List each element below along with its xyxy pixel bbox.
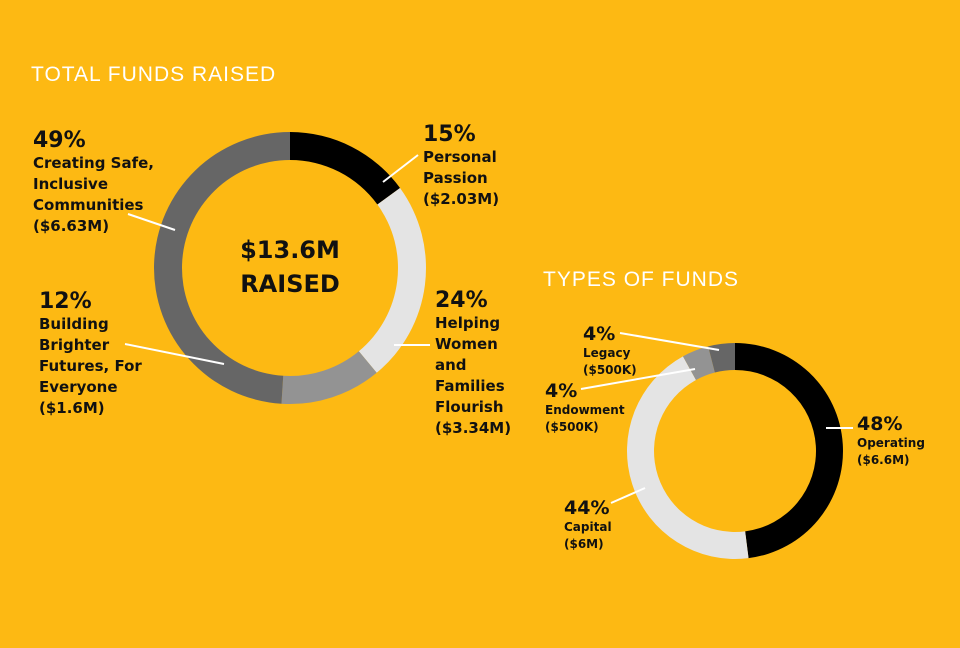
- leader-line-legacy: [619, 332, 720, 351]
- donut-segment-helping-women-and-families-flourish: [358, 188, 426, 373]
- donut-segment-capital: [626, 356, 749, 560]
- leader-lines: [124, 154, 853, 504]
- donut-segment-operating: [735, 343, 844, 559]
- donut-segment-creating-safe-inclusive-communities: [154, 132, 290, 404]
- total-funds-donut: [154, 132, 426, 404]
- label-personal-passion: 15% Personal Passion ($2.03M): [423, 122, 500, 209]
- label-building-brighter: 12% Building Brighter Futures, For Every…: [39, 289, 142, 418]
- total-raised-center: $13.6M RAISED: [190, 233, 390, 301]
- total-funds-title: TOTAL FUNDS RAISED: [31, 63, 277, 86]
- label-creating-safe: 49% Creating Safe, Inclusive Communities…: [33, 128, 154, 236]
- label-operating: 48% Operating ($6.6M): [857, 413, 925, 468]
- leader-line-capital: [610, 487, 646, 504]
- types-of-funds-title: TYPES OF FUNDS: [543, 268, 740, 291]
- label-capital: 44% Capital ($6M): [564, 497, 612, 552]
- types-of-funds-donut: [626, 342, 844, 560]
- total-raised-label: RAISED: [240, 270, 340, 298]
- leader-line-personal-passion: [382, 154, 419, 183]
- leader-line-building-brighter: [124, 343, 225, 365]
- donut-segment-endowment: [682, 346, 715, 381]
- donut-segment-personal-passion: [290, 132, 401, 205]
- leader-line-endowment: [580, 368, 696, 390]
- donut-segment-building-brighter-futures-for-everyone: [281, 351, 377, 404]
- total-amount: $13.6M: [240, 236, 340, 264]
- donut-segment-legacy: [708, 342, 735, 373]
- label-endowment: 4% Endowment ($500K): [545, 380, 625, 435]
- leader-line-creating-safe: [127, 213, 176, 231]
- label-helping-women: 24% Helping Women and Families Flourish …: [435, 288, 512, 438]
- label-legacy: 4% Legacy ($500K): [583, 323, 637, 378]
